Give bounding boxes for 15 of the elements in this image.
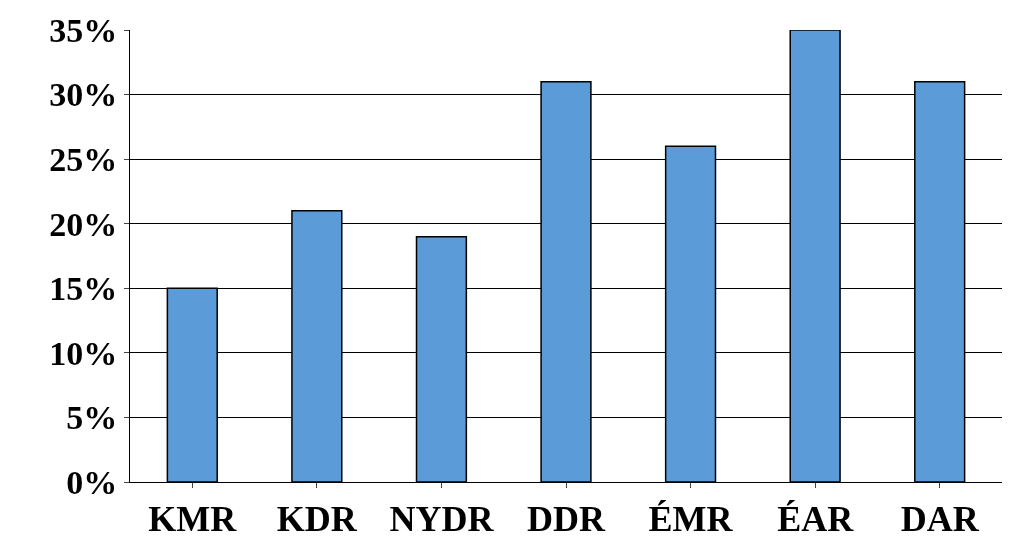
x-tick-label: ÉMR [648, 499, 734, 540]
y-tick-label: 0% [66, 463, 118, 501]
y-tick-label: 20% [49, 205, 118, 243]
x-tick-label: KDR [276, 499, 358, 540]
y-tick-label: 5% [66, 399, 118, 437]
y-tick-label: 35% [49, 11, 118, 49]
y-tick-label: 30% [49, 76, 118, 114]
x-tick-label: DAR [900, 499, 980, 540]
y-tick-label: 10% [49, 334, 118, 372]
x-tick-label: NYDR [389, 499, 495, 540]
x-tick-label: KMR [148, 499, 238, 540]
y-tick-label: 15% [49, 270, 118, 308]
y-tick-label: 25% [49, 141, 118, 179]
x-tick-label: ÉAR [777, 499, 855, 540]
x-tick-label: DDR [527, 499, 606, 540]
